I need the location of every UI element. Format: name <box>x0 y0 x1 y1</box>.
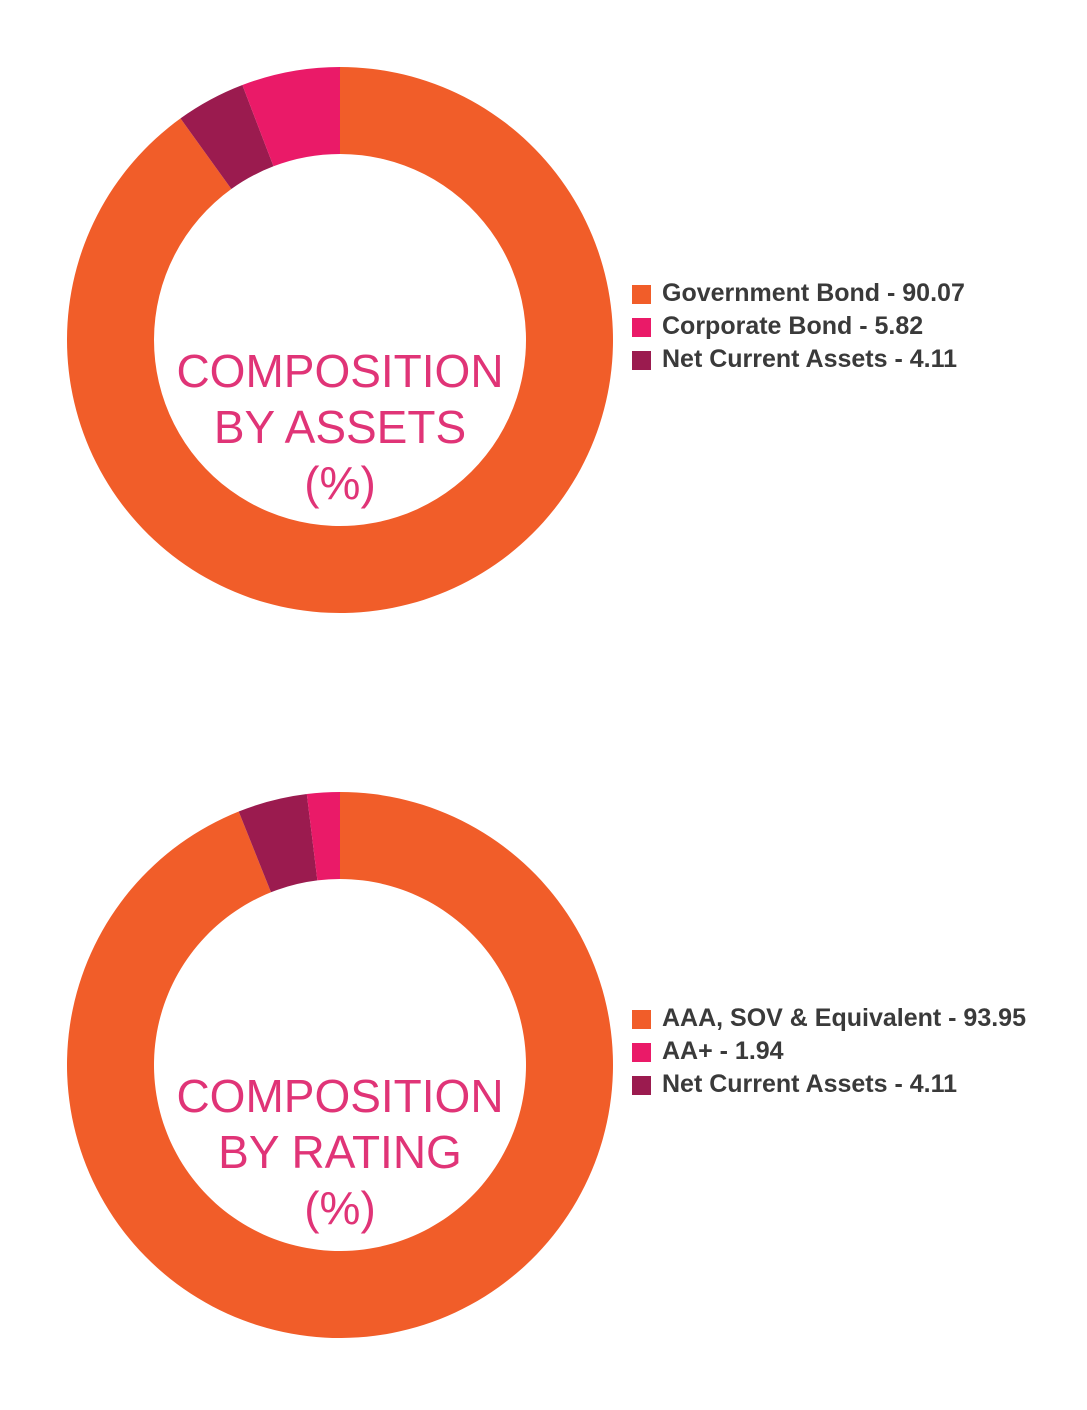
assets-title-line-3: (%) <box>304 457 376 509</box>
donut-slice-net-current-assets <box>180 85 274 190</box>
rating-legend: AAA, SOV & Equivalent - 93.95 AA+ - 1.94… <box>632 1002 1032 1101</box>
rating-title-line-2: BY RATING <box>218 1126 462 1178</box>
legend-item-net-current-assets: Net Current Assets - 4.11 <box>632 343 1032 376</box>
legend-label: Net Current Assets - 4.11 <box>662 345 958 373</box>
composition-by-assets-chart: COMPOSITION BY ASSETS (%) Government Bon… <box>0 60 1087 620</box>
legend-item-aaa-sov-equivalent: AAA, SOV & Equivalent - 93.95 <box>632 1002 1032 1035</box>
legend-label: Net Current Assets - 4.11 <box>662 1070 958 1098</box>
donut-slice-aaa-sov-equivalent <box>66 792 614 1338</box>
legend-swatch <box>632 318 651 337</box>
rating-title-line-1: COMPOSITION <box>176 1070 504 1122</box>
rating-title-line-3: (%) <box>304 1182 376 1234</box>
donut-slice-government-bond <box>66 67 613 613</box>
legend-swatch <box>632 285 651 304</box>
assets-legend: Government Bond - 90.07 Corporate Bond -… <box>632 277 1032 376</box>
legend-swatch <box>632 1076 651 1095</box>
legend-label: AAA, SOV & Equivalent - 93.95 <box>662 1004 1026 1032</box>
assets-title-line-1: COMPOSITION <box>176 345 504 397</box>
legend-label: Government Bond - 90.07 <box>662 279 965 307</box>
legend-item-net-current-assets: Net Current Assets - 4.11 <box>632 1068 1032 1101</box>
legend-item-corporate-bond: Corporate Bond - 5.82 <box>632 310 1032 343</box>
rating-donut <box>66 792 614 1338</box>
legend-swatch <box>632 1043 651 1062</box>
assets-center-title: COMPOSITION BY ASSETS (%) <box>160 343 520 511</box>
legend-item-government-bond: Government Bond - 90.07 <box>632 277 1032 310</box>
legend-swatch <box>632 1010 651 1029</box>
donut-slice-net-current-assets <box>238 794 318 893</box>
donut-slice-corporate-bond <box>242 67 340 167</box>
legend-item-aa-plus: AA+ - 1.94 <box>632 1035 1032 1068</box>
assets-donut <box>66 67 613 613</box>
legend-label: Corporate Bond - 5.82 <box>662 312 924 340</box>
composition-by-rating-chart: COMPOSITION BY RATING (%) AAA, SOV & Equ… <box>0 785 1087 1345</box>
donut-slice-aa-plus <box>306 792 340 881</box>
legend-label: AA+ - 1.94 <box>662 1037 784 1065</box>
legend-swatch <box>632 351 651 370</box>
assets-title-line-2: BY ASSETS <box>213 401 467 453</box>
rating-center-title: COMPOSITION BY RATING (%) <box>160 1068 520 1236</box>
